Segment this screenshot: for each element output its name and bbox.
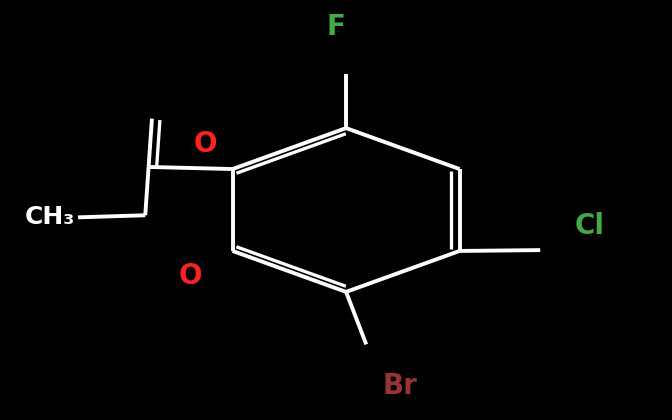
Text: Br: Br [382, 372, 417, 399]
Text: O: O [194, 130, 216, 158]
Text: CH₃: CH₃ [24, 205, 75, 229]
Text: O: O [179, 262, 202, 290]
Text: F: F [327, 13, 345, 41]
Text: Cl: Cl [575, 212, 605, 240]
